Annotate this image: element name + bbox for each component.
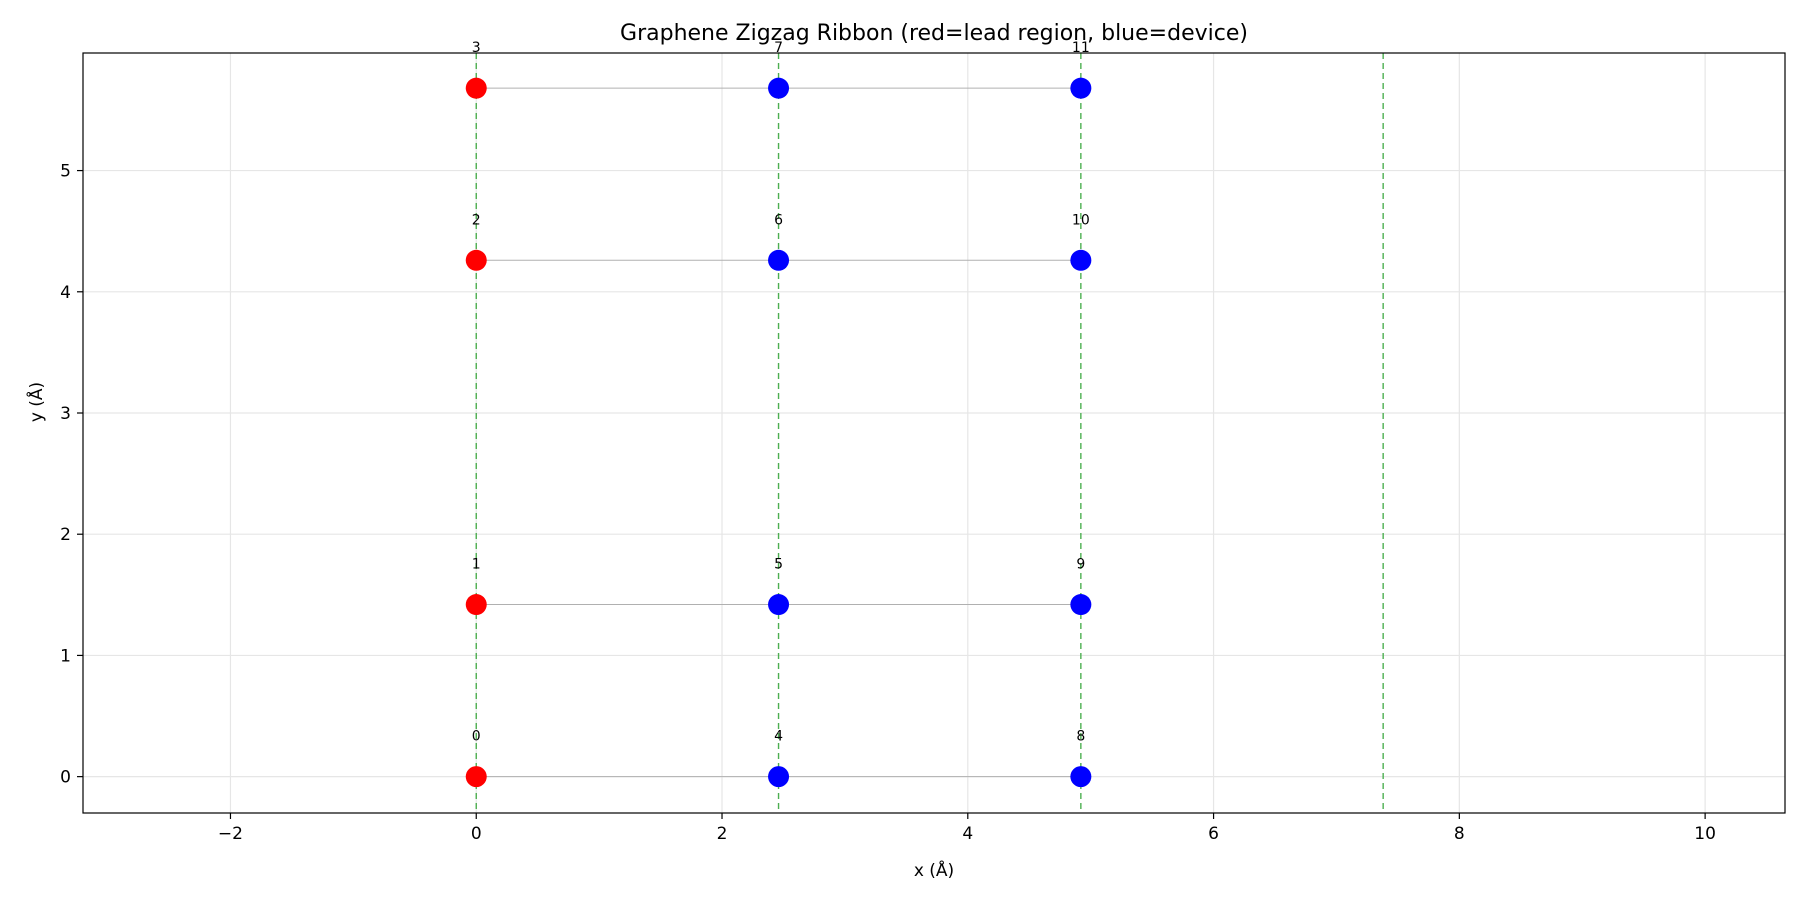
y-axis-label: y (Å) <box>25 382 47 422</box>
atom-device-7 <box>768 77 790 99</box>
atom-label: 4 <box>774 729 783 745</box>
x-tick-label: 6 <box>1208 824 1219 844</box>
y-tick-label: 1 <box>60 646 71 666</box>
y-tick-label: 2 <box>60 525 71 545</box>
x-tick-label: 10 <box>1694 824 1716 844</box>
atom-label: 1 <box>472 557 481 573</box>
y-tick-label: 0 <box>60 768 71 788</box>
atom-device-4 <box>768 766 790 788</box>
atom-label: 2 <box>472 212 481 228</box>
y-tick-label: 4 <box>60 283 71 303</box>
atom-device-5 <box>768 594 790 616</box>
atom-device-11 <box>1070 77 1092 99</box>
y-tick-label: 3 <box>60 404 71 424</box>
plot-frame <box>82 52 1786 814</box>
atom-device-10 <box>1070 249 1092 271</box>
chart-title: Graphene Zigzag Ribbon (red=lead region,… <box>620 21 1248 46</box>
atom-lead-0 <box>465 766 487 788</box>
x-tick-label: 8 <box>1454 824 1465 844</box>
atom-label: 11 <box>1072 40 1090 56</box>
atom-lead-2 <box>465 249 487 271</box>
atom-label: 9 <box>1076 557 1085 573</box>
atom-device-8 <box>1070 766 1092 788</box>
atom-lead-1 <box>465 594 487 616</box>
atom-label: 7 <box>774 40 783 56</box>
x-tick-label: −2 <box>218 824 243 844</box>
atom-label: 10 <box>1072 212 1090 228</box>
x-tick-label: 2 <box>717 824 728 844</box>
atom-label: 8 <box>1076 729 1085 745</box>
x-tick-label: 4 <box>962 824 973 844</box>
atom-label: 5 <box>774 557 783 573</box>
atom-device-6 <box>768 249 790 271</box>
y-axis: 0 1 2 3 4 5 <box>60 162 83 788</box>
x-axis-label: x (Å) <box>914 859 954 881</box>
atom-label: 3 <box>472 40 481 56</box>
atom-label: 0 <box>472 729 481 745</box>
plot-area: 0 1 2 3 4 5 6 7 8 9 10 11 <box>83 40 1785 813</box>
atom-label: 6 <box>774 212 783 228</box>
y-tick-label: 5 <box>60 162 71 182</box>
x-axis: −2 0 2 4 6 8 10 <box>218 813 1716 844</box>
x-tick-label: 0 <box>471 824 482 844</box>
atom-device-9 <box>1070 594 1092 616</box>
atom-lead-3 <box>465 77 487 99</box>
